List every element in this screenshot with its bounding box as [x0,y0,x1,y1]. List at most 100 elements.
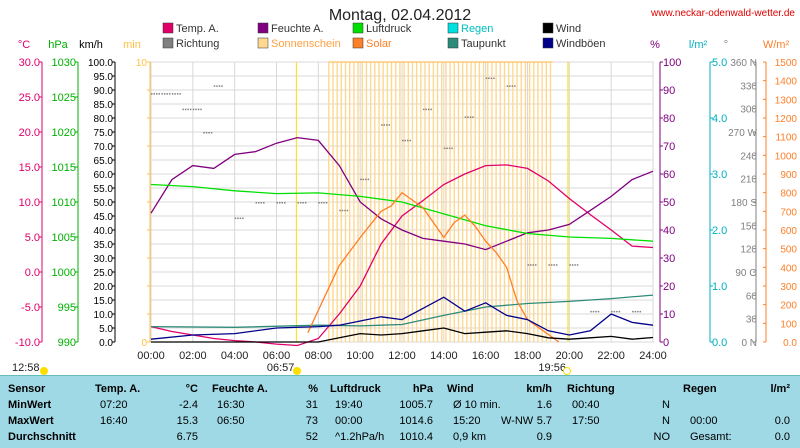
wind-tick-label: 20.0 [94,282,114,293]
solar-tick-label: 300 [780,282,797,293]
direction-point [448,147,451,150]
solar-tick-label: 900 [780,170,797,181]
pressure-tick-label: 995 [58,302,76,314]
direction-point [409,139,411,142]
legend-label: Feuchte A. [271,23,324,35]
direction-tick-label: 60 [746,291,758,302]
direction-point [339,209,341,212]
wind-tick-label: 70.0 [94,142,114,153]
legend-swatch [257,37,269,49]
direction-tick-label: 120 [740,245,757,256]
direction-point [318,202,320,204]
pressure-tick-label: 1005 [52,232,76,244]
legend-label: Solar [366,38,392,50]
sun-unit-label: min [123,39,141,51]
table-cell: 00:00 [335,415,363,427]
table-cell: 00:40 [572,399,600,411]
direction-point [571,264,574,266]
direction-point [182,108,184,111]
legend-label: Wind [556,23,581,35]
direction-point [346,209,349,212]
direction-point [407,139,409,142]
wind-tick-label: 0.0 [99,338,113,349]
table-cell: Gesamt: [690,431,732,443]
direction-point [430,108,432,111]
legend-label: Taupunkt [461,38,506,50]
wind-tick-label: 55.0 [94,184,114,195]
direction-point [388,124,391,126]
row-label: MinWert [8,399,52,411]
direction-point [237,217,239,220]
direction-point [616,310,618,313]
wind-tick-label: 30.0 [94,254,114,265]
legend-label: Temp. A. [176,23,219,35]
humidity-tick-label: 30 [663,253,675,265]
direction-tick-label: 270 W [728,128,757,139]
time-tick-label: 18:00 [514,350,542,362]
sunrise-sun-icon [293,367,301,375]
direction-tick-label: 330 [740,81,757,92]
time-tick-label: 14:00 [430,350,458,362]
table-cell: 15.3 [176,415,198,427]
series-line [150,164,654,347]
direction-point [618,310,621,313]
temp-tick-label: 0.0 [25,267,40,279]
table-cell: 0,9 km [453,431,487,443]
direction-point [163,93,166,95]
direction-point [302,202,304,204]
direction-point [472,116,474,118]
legend-swatch [162,22,174,34]
direction-point [574,264,576,266]
direction-point [443,147,446,150]
rain-unit-label: l/m² [689,39,708,51]
direction-point [386,124,388,126]
direction-point [174,93,176,95]
sunrise-label: 06:57 [267,362,295,374]
wind-tick-label: 80.0 [94,114,114,125]
direction-point [218,85,221,87]
chart-start-label: 12:58 [12,362,40,374]
direction-point [535,264,537,266]
series-line [150,296,654,340]
direction-point [569,264,571,266]
direction-point [493,77,495,80]
humidity-tick-label: 70 [663,141,675,153]
wind-tick-label: 5.0 [99,324,113,335]
solar-tick-label: 200 [780,301,797,312]
humidity-unit-label: % [650,39,660,51]
solar-tick-label: 1200 [775,114,798,125]
weather-chart: Montag, 02.04.2012 www.neckar-odenwald-we… [12,7,798,374]
direction-point [176,93,179,95]
direction-point [203,132,205,134]
direction-point [613,310,616,313]
direction-point [548,264,550,266]
direction-point [297,202,299,204]
table-cell: 00:00 [690,415,718,427]
wind-unit-label: km/h [79,39,103,51]
table-cell: 0.9 [536,431,552,443]
direction-point [550,264,553,266]
rain-tick-label: 1.0 [712,281,727,293]
time-tick-label: 10:00 [346,350,374,362]
table-cell: 16:40 [100,415,128,427]
solar-tick-label: 1000 [775,151,798,162]
direction-point [527,264,529,266]
direction-point [576,264,579,266]
direction-point [639,310,642,313]
direction-point [242,217,244,220]
direction-point [200,108,202,111]
table-cell: 17:50 [572,415,600,427]
humidity-tick-label: 80 [663,113,675,125]
direction-point [425,108,427,111]
legend-swatch [352,22,364,34]
chart-title: Montag, 02.04.2012 [329,7,471,24]
temp-tick-label: 30.0 [19,57,40,69]
direction-point [634,310,637,313]
direction-point [151,93,153,95]
direction-point [488,77,490,80]
legend-label: Sonnenschein [271,38,341,50]
time-tick-label: 20:00 [556,350,584,362]
sun-tick-label: 0 [141,338,147,349]
humidity-tick-label: 20 [663,281,675,293]
direction-point [422,108,425,111]
